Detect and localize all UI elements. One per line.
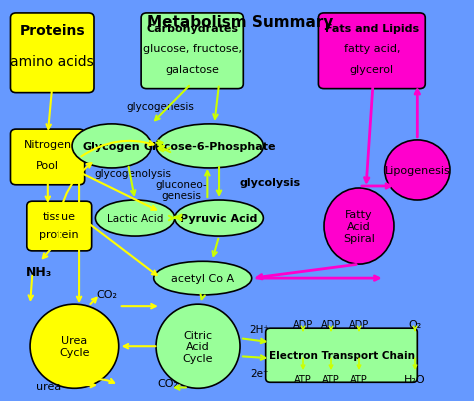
- Text: ATP: ATP: [322, 375, 340, 385]
- Text: protein: protein: [39, 229, 79, 239]
- Text: amino acids: amino acids: [10, 55, 94, 69]
- Ellipse shape: [324, 188, 394, 264]
- Text: ATP: ATP: [350, 375, 368, 385]
- Text: tissue: tissue: [43, 211, 76, 221]
- Ellipse shape: [175, 200, 264, 237]
- Text: ADP: ADP: [293, 319, 313, 329]
- Ellipse shape: [95, 200, 175, 237]
- Text: Glucose-6-Phosphate: Glucose-6-Phosphate: [144, 142, 276, 152]
- Text: Citric
Acid
Cycle: Citric Acid Cycle: [183, 330, 213, 363]
- Text: CO₂: CO₂: [97, 290, 118, 300]
- Text: ADP: ADP: [349, 319, 369, 329]
- Text: gluconeo-
genesis: gluconeo- genesis: [156, 179, 208, 201]
- Text: Pyruvic Acid: Pyruvic Acid: [180, 213, 258, 223]
- Text: glycogenolysis: glycogenolysis: [94, 169, 171, 179]
- Text: Proteins: Proteins: [19, 24, 85, 37]
- Text: Urea
Cycle: Urea Cycle: [59, 336, 90, 357]
- FancyBboxPatch shape: [319, 14, 425, 89]
- Ellipse shape: [154, 261, 252, 295]
- Text: Fatty
Acid
Spiral: Fatty Acid Spiral: [343, 210, 375, 243]
- Text: Electron Transport Chain: Electron Transport Chain: [268, 350, 414, 360]
- FancyBboxPatch shape: [10, 130, 85, 185]
- Text: glucose, fructose,: glucose, fructose,: [143, 44, 242, 54]
- Text: Metabolism Summary: Metabolism Summary: [147, 15, 333, 30]
- Text: Glycogen: Glycogen: [83, 142, 140, 152]
- Text: ATP: ATP: [294, 375, 312, 385]
- FancyBboxPatch shape: [266, 328, 417, 382]
- Text: NH₃: NH₃: [26, 265, 52, 278]
- Text: H₂O: H₂O: [404, 375, 426, 385]
- Text: CO₂: CO₂: [157, 379, 178, 389]
- Text: Lactic Acid: Lactic Acid: [107, 213, 163, 223]
- FancyBboxPatch shape: [10, 14, 94, 93]
- Text: urea: urea: [36, 381, 61, 391]
- Text: 2H⁺: 2H⁺: [250, 324, 270, 334]
- Text: O₂: O₂: [409, 319, 421, 329]
- Ellipse shape: [30, 304, 118, 388]
- FancyBboxPatch shape: [27, 202, 91, 251]
- Text: fatty acid,: fatty acid,: [344, 44, 400, 54]
- Ellipse shape: [72, 125, 151, 168]
- Text: Fats and Lipids: Fats and Lipids: [325, 24, 419, 33]
- Text: Lipogenesis: Lipogenesis: [384, 166, 450, 176]
- Text: Carbohydrates: Carbohydrates: [146, 24, 238, 33]
- Text: acetyl Co A: acetyl Co A: [171, 273, 234, 284]
- Text: Pool: Pool: [36, 160, 59, 170]
- Text: glycogenesis: glycogenesis: [127, 101, 195, 111]
- FancyBboxPatch shape: [141, 14, 243, 89]
- Text: galactose: galactose: [165, 65, 219, 75]
- Ellipse shape: [385, 141, 450, 200]
- Text: Nitrogen: Nitrogen: [24, 140, 72, 149]
- Text: glycolysis: glycolysis: [240, 178, 301, 188]
- Ellipse shape: [156, 125, 264, 168]
- Text: glycerol: glycerol: [350, 65, 394, 75]
- Text: 2e⁻: 2e⁻: [250, 368, 269, 378]
- Text: ADP: ADP: [321, 319, 341, 329]
- Ellipse shape: [156, 304, 240, 388]
